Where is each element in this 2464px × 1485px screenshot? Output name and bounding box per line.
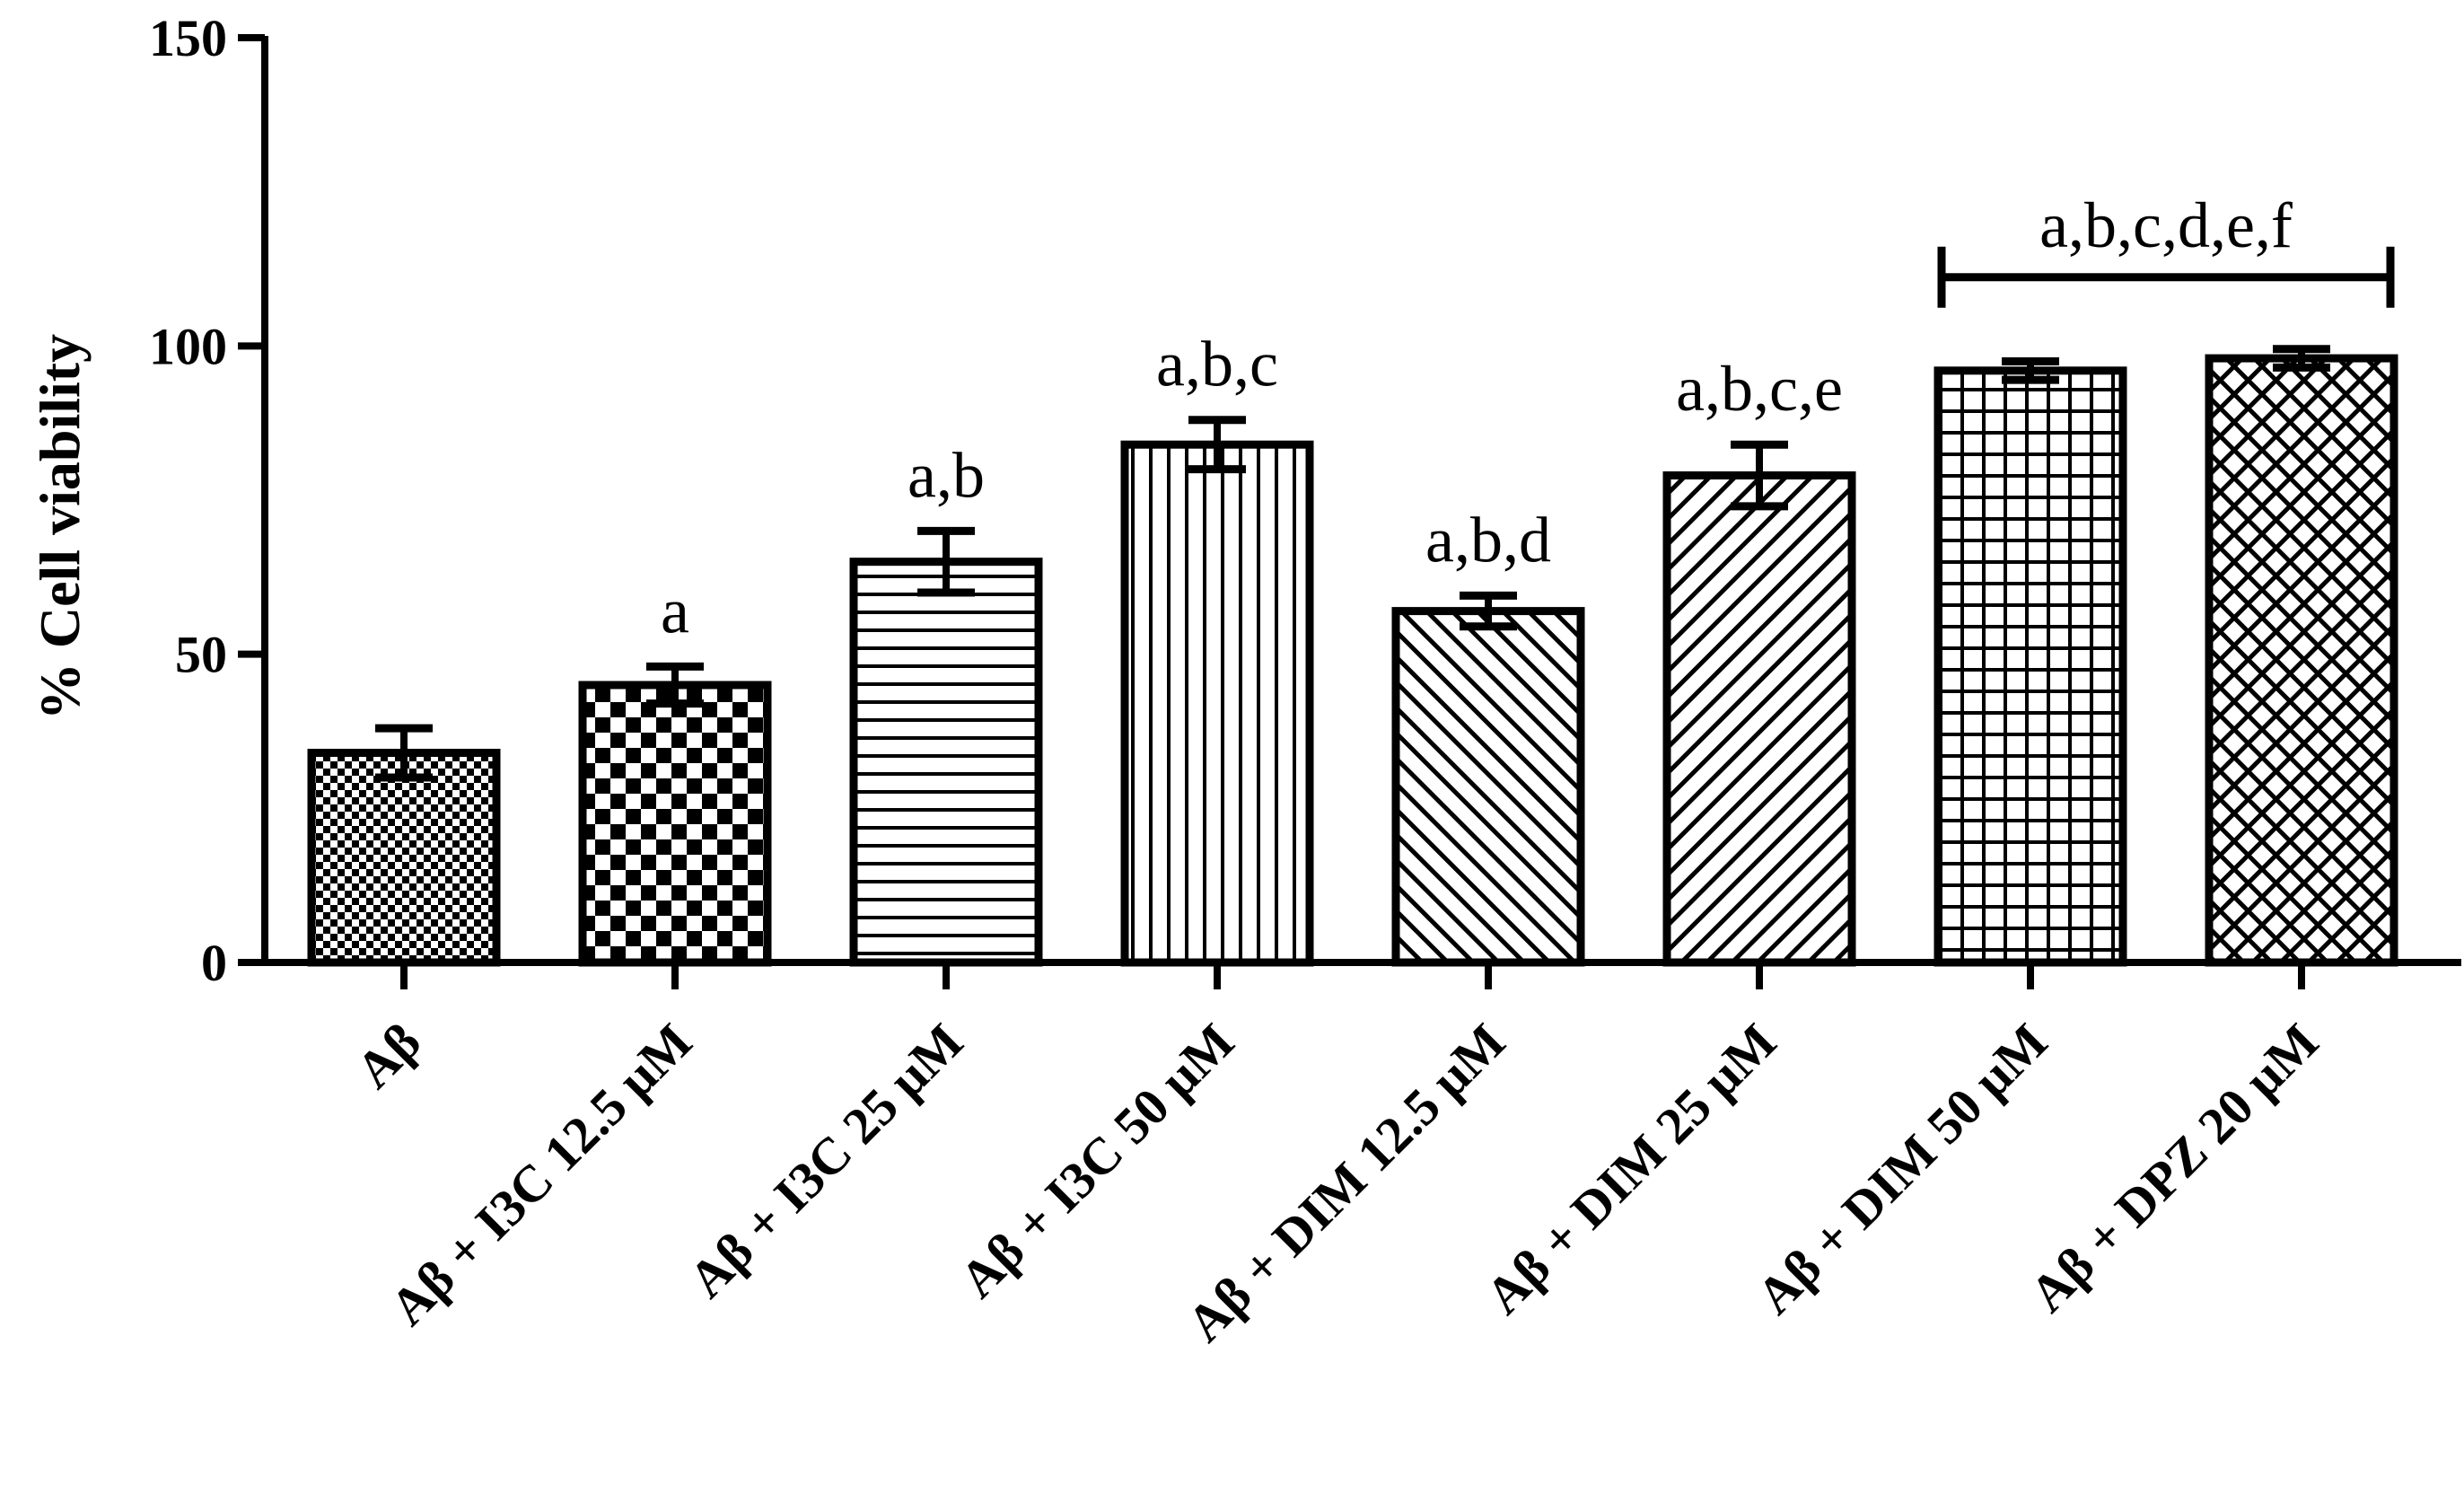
significance-label-2: a,b — [908, 439, 985, 511]
bar-6 — [1933, 366, 2127, 967]
bar-1 — [578, 681, 772, 967]
category-label-6: Aβ + DIM 50 μM — [1745, 1012, 2058, 1325]
significance-label-1: a — [661, 575, 689, 646]
bar-2 — [849, 558, 1043, 967]
bracket-label: a,b,c,d,e,f — [2039, 189, 2293, 261]
y-tick-label-0: 0 — [201, 934, 227, 992]
y-tick-label-50: 50 — [175, 626, 227, 684]
significance-label-5: a,b,c,e — [1676, 353, 1843, 425]
category-label-1: Aβ + I3C 12.5 μM — [379, 1012, 703, 1336]
bar-3 — [1120, 440, 1314, 967]
bar-4 — [1391, 607, 1585, 967]
category-label-2: Aβ + I3C 25 μM — [678, 1012, 975, 1309]
significance-label-3: a,b,c — [1156, 329, 1278, 400]
y-tick-label-100: 100 — [149, 317, 227, 375]
significance-label-4: a,b,d — [1425, 504, 1551, 576]
bar-5 — [1662, 471, 1856, 967]
category-label-7: Aβ + DPZ 20 μM — [2019, 1012, 2330, 1323]
bar-0 — [307, 749, 501, 967]
bar-7 — [2205, 354, 2398, 967]
y-axis-title: % Cell viability — [28, 334, 92, 720]
y-tick-label-150: 150 — [149, 9, 227, 67]
category-label-0: Aβ — [345, 1012, 432, 1099]
category-label-3: Aβ + I3C 50 μM — [949, 1012, 1246, 1309]
category-label-5: Aβ + DIM 25 μM — [1474, 1012, 1787, 1325]
